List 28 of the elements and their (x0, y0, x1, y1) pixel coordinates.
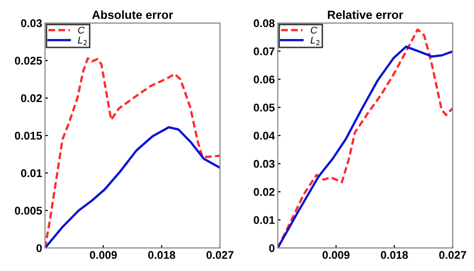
chart-title: Relative error (328, 10, 404, 19)
chart-title: Absolute error (92, 10, 173, 19)
y-tick-label: 0.07 (254, 47, 274, 56)
y-tick-label: 0 (36, 244, 42, 252)
y-tick-label: 0.03 (254, 160, 275, 168)
legend-label: C (310, 26, 318, 34)
y-tick-label: 0.025 (14, 56, 42, 65)
x-tick-label: 0.009 (90, 251, 117, 259)
legend-label: L$_{2}$ (310, 36, 320, 46)
y-tick-label: 0.01 (21, 169, 42, 178)
y-tick-label: 0.06 (254, 76, 275, 84)
y-tick-label: 0.04 (254, 132, 275, 140)
y-tick-label: 0.015 (14, 132, 42, 140)
x-tick-label: 0.027 (206, 251, 234, 259)
y-tick-label: 0.05 (254, 104, 275, 112)
y-tick-label: 0.08 (254, 19, 275, 28)
y-tick-label: 0.02 (21, 94, 42, 102)
x-tick-label: 0.027 (439, 251, 466, 259)
x-tick-label: 0.018 (380, 251, 408, 259)
y-tick-label: 0.01 (254, 216, 275, 224)
y-tick-label: 0 (269, 244, 274, 252)
legend-label: C (78, 26, 85, 34)
legend-label: L$_{2}$ (78, 36, 87, 46)
y-tick-label: 0.03 (21, 19, 42, 28)
y-tick-label: 0.005 (14, 206, 42, 215)
x-tick-label: 0.018 (148, 251, 176, 259)
y-tick-label: 0.02 (254, 188, 274, 196)
x-tick-label: 0.009 (322, 251, 350, 259)
